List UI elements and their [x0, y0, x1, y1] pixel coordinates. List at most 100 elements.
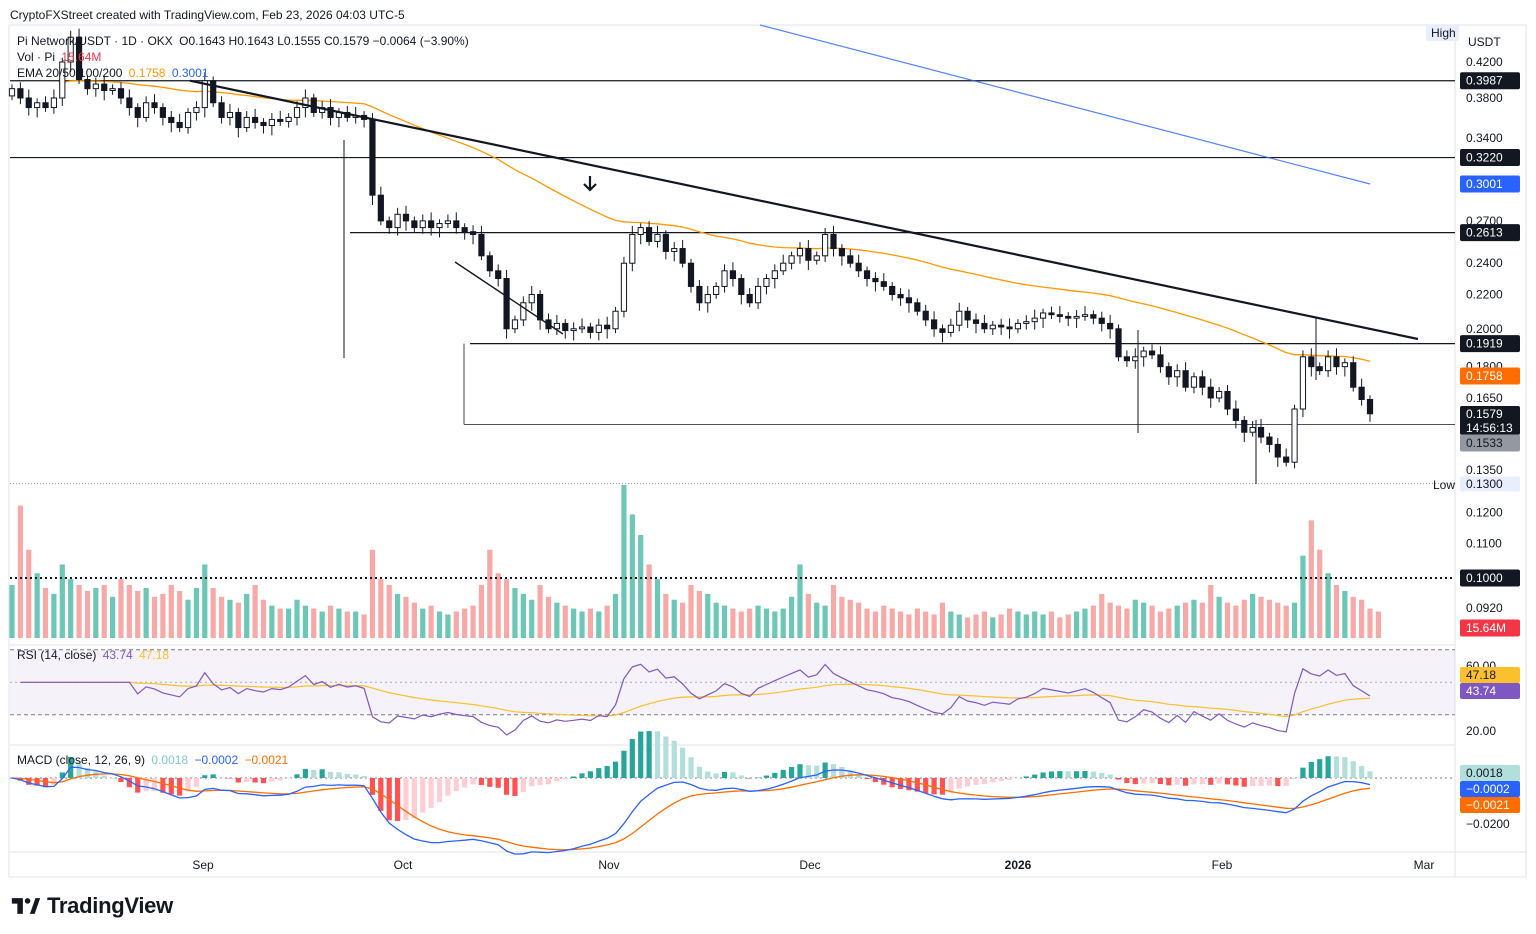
candle-up [302, 97, 309, 109]
candle-down [939, 328, 946, 333]
volume-bar [210, 587, 216, 638]
candle-down [687, 262, 695, 287]
macd-hist-bar [554, 778, 560, 782]
macd-hist-bar [143, 778, 149, 792]
candle-down [252, 116, 259, 123]
candle-down [863, 270, 871, 280]
tradingview-logo-icon [11, 898, 41, 914]
volume-bar [1082, 608, 1088, 638]
macd-hist-bar [956, 778, 962, 789]
candle-up [92, 83, 99, 90]
candle-up [1216, 390, 1223, 399]
volume-badge-label: 15.64M [1466, 621, 1506, 635]
macd-hist-bar [856, 774, 862, 778]
candle-up [1073, 315, 1080, 319]
candle-up [780, 262, 787, 272]
volume-bar [730, 608, 736, 638]
candle-up [947, 324, 954, 333]
volume-bar [503, 579, 510, 638]
macd-hist-bar [772, 772, 778, 778]
macd-hist-bar [839, 767, 845, 778]
macd-hist-bar [302, 768, 308, 778]
rsi-line [20, 663, 1371, 736]
volume-bar [755, 605, 761, 638]
candle-up [822, 233, 829, 257]
macd-hist-bar [445, 778, 451, 796]
volume-bar [1350, 596, 1356, 638]
price-tick-label: 0.2200 [1466, 288, 1503, 302]
candle-up [796, 248, 804, 257]
price-tick-label: 0.3800 [1466, 91, 1503, 105]
chart-credit: CryptoFXStreet created with TradingView.… [10, 8, 405, 22]
candle-down [210, 80, 217, 104]
candle-up [184, 111, 192, 129]
macd-hist-bar [1006, 778, 1013, 781]
volume-bar [629, 514, 635, 638]
volume-bar [42, 587, 49, 638]
macd-hist-bar [1367, 771, 1373, 778]
volume-bar [126, 585, 132, 638]
volume-bar [1057, 617, 1063, 638]
macd-hist-bar [462, 778, 468, 788]
macd-hist-bar [1115, 778, 1122, 780]
candle-down [838, 248, 845, 257]
volume-bar [311, 608, 317, 638]
volume-bar [696, 590, 702, 638]
macd-hist-bar [495, 778, 501, 788]
macd-hist-bar [730, 772, 736, 778]
macd-hist-bar [545, 778, 552, 785]
rsi-ma-line [20, 681, 1371, 718]
macd-hist-bar [277, 778, 283, 781]
macd-hist-bar [126, 778, 132, 788]
macd-hist-bar [1233, 778, 1239, 786]
macd-hist-bar [1099, 772, 1105, 778]
candle-down [847, 255, 854, 264]
volume-bar [654, 579, 661, 638]
price-badge-last [1460, 406, 1520, 435]
candle-up [629, 233, 636, 264]
volume-bar [1250, 593, 1256, 638]
macd-hist-bar [847, 770, 853, 778]
volume-bar [101, 585, 107, 638]
volume-bar [587, 608, 594, 638]
macd-hist-bar [604, 766, 610, 778]
macd-hist-bar [621, 750, 627, 778]
macd-hist-bar [286, 778, 292, 779]
macd-hist-bar [218, 777, 225, 779]
macd-hist-bar [1141, 778, 1147, 784]
volume-bar [1291, 602, 1298, 638]
candle-down [134, 107, 141, 118]
macd-hist-bar [596, 768, 602, 778]
rsi-ma-badge-label: 47.18 [1466, 668, 1496, 682]
tradingview-logo[interactable]: TradingView [11, 893, 173, 919]
volume-bar [269, 605, 275, 638]
candle-down [1123, 356, 1130, 362]
price-badge-support [1460, 434, 1520, 452]
macd-hist-bar [1032, 774, 1038, 778]
macd-hist-bar [1216, 778, 1222, 784]
time-tick-label: 2026 [1005, 858, 1032, 872]
time-tick-label: Dec [799, 858, 820, 872]
volume-bar [537, 585, 543, 638]
volume-bar [487, 549, 493, 638]
volume-bar [1333, 585, 1340, 638]
candle-up [1031, 317, 1038, 323]
volume-bar [763, 608, 770, 638]
candle-down [889, 285, 896, 296]
volume-bar [520, 593, 526, 638]
candle-down [1207, 386, 1214, 399]
candle-down [1257, 426, 1265, 438]
macd-hist-bar [814, 765, 820, 778]
volume-bar [897, 611, 904, 638]
volume-bar [1040, 614, 1046, 638]
volume-bar [9, 585, 15, 638]
countdown-label: 14:56:13 [1466, 421, 1513, 435]
descending-trendline [189, 79, 1419, 341]
candle-down [1165, 366, 1172, 378]
volume-bar [872, 611, 879, 638]
symbol-legend: Pi Network/USDT · 1D · OKX O0.1643 H0.16… [17, 34, 472, 48]
macd-hist-bar [705, 771, 711, 778]
macd-hist-bar [1333, 756, 1340, 778]
volume-bar [361, 614, 367, 638]
